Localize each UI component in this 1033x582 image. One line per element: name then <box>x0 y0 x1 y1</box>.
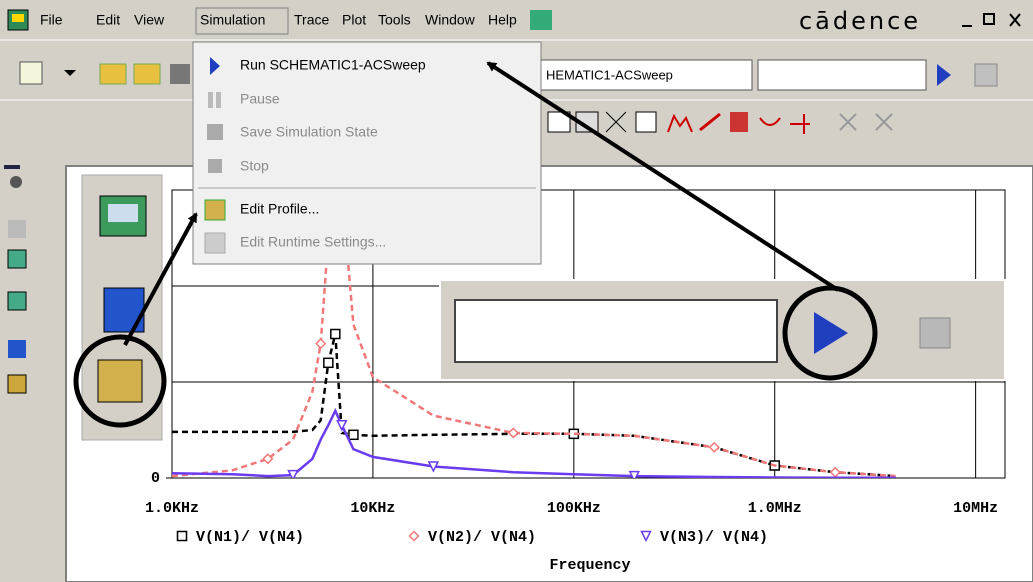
x-tick-label: 10KHz <box>350 500 395 517</box>
menu-entry: Stop <box>240 158 269 174</box>
zoom-state-button <box>919 317 951 349</box>
profile-field[interactable] <box>539 59 753 91</box>
tool-icon[interactable] <box>759 117 781 126</box>
tool-icon[interactable] <box>635 111 657 133</box>
menu-panel <box>192 41 542 265</box>
menu-entry[interactable]: Edit Profile... <box>240 201 319 217</box>
annotation-arrow <box>486 61 840 292</box>
toolbar-buttons <box>19 59 998 134</box>
tool-icon[interactable] <box>730 112 748 132</box>
menu-entry[interactable]: Run SCHEMATIC1-ACSweep <box>240 57 426 73</box>
tool-icon[interactable] <box>667 113 693 133</box>
stop-icon <box>208 159 222 173</box>
menu-item[interactable]: Window <box>425 12 476 28</box>
annotation-arrow <box>123 212 198 346</box>
tool-icon[interactable] <box>547 111 571 133</box>
left-tool[interactable] <box>7 249 27 269</box>
trace-marker <box>315 338 327 350</box>
brand: cādence <box>799 7 921 35</box>
trace-marker <box>287 469 299 478</box>
trace-marker <box>323 357 334 369</box>
menu-item[interactable]: Tools <box>378 12 411 28</box>
x-tick-label: 1.0MHz <box>748 500 802 517</box>
legend-label: V(N3)/ V(N4) <box>660 529 768 546</box>
zoom-icon-detail <box>108 204 138 222</box>
runtime-icon <box>204 232 226 254</box>
zoom-icon <box>97 359 143 403</box>
left-toolbar <box>4 165 27 394</box>
tool-icon[interactable] <box>699 112 721 132</box>
x-tick-label: 100KHz <box>547 500 601 517</box>
close-button[interactable] <box>1009 13 1021 27</box>
x-tick-label: 10MHz <box>953 500 998 517</box>
highlight-circle <box>73 334 167 428</box>
dropdown-arrow[interactable] <box>64 70 76 76</box>
trace-marker <box>348 429 359 441</box>
save-button[interactable] <box>170 64 190 84</box>
x-tick-label: 1.0KHz <box>145 500 199 517</box>
legend-label: V(N2)/ V(N4) <box>428 529 536 546</box>
traces <box>172 190 896 478</box>
tool-icon[interactable] <box>605 111 627 133</box>
run-icon <box>210 57 220 75</box>
legend-symbol <box>640 530 652 543</box>
grip <box>4 165 20 169</box>
menu-entry: Pause <box>240 91 280 107</box>
menu-highlight <box>195 7 289 35</box>
simulation-menu <box>192 41 542 265</box>
legend-symbol <box>408 530 420 542</box>
legend-symbol <box>176 530 188 542</box>
zoomed-side-toolbar <box>73 174 167 441</box>
zoom-run-button <box>814 312 848 354</box>
menu-entry: Edit Runtime Settings... <box>240 234 386 250</box>
plot: 1.0KHz 10KHz 100KHz 1.0MHz 10MHz 0 V(N1)/ V(N4… <box>145 190 998 574</box>
save-icon <box>207 124 223 140</box>
menu-entry: Save Simulation State <box>240 124 378 140</box>
open-button[interactable] <box>99 63 127 85</box>
app-icon-detail <box>12 14 24 22</box>
zoom-profile-field <box>454 299 778 363</box>
menu-item[interactable]: Plot <box>342 12 366 28</box>
trace-marker <box>427 461 440 473</box>
zoomed-toolbar <box>439 279 1006 381</box>
x-axis-label: Frequency <box>549 557 630 574</box>
left-tool[interactable] <box>7 374 27 394</box>
pause-icon <box>208 92 221 108</box>
menu-icon <box>530 10 552 30</box>
menu-item[interactable]: View <box>134 12 165 28</box>
menu-item[interactable]: Help <box>488 12 517 28</box>
save-state-button[interactable] <box>974 63 998 87</box>
profile-name: HEMATIC1-ACSweep <box>546 67 673 82</box>
profile-icon <box>204 199 226 221</box>
restore-button[interactable] <box>983 13 995 25</box>
left-tool[interactable] <box>10 176 22 188</box>
legend-label: V(N1)/ V(N4) <box>196 529 304 546</box>
trace-marker <box>336 419 348 432</box>
menu-item[interactable]: File <box>40 12 63 28</box>
trace-marker <box>708 441 720 453</box>
menu-bar <box>0 0 1033 40</box>
trace-marker <box>628 470 641 478</box>
tool-icon[interactable] <box>790 114 810 134</box>
left-tool[interactable] <box>8 220 26 238</box>
profile-field-2[interactable] <box>757 59 927 91</box>
zoom-icon <box>103 287 145 333</box>
new-button[interactable] <box>19 61 43 85</box>
left-tool[interactable] <box>8 340 26 358</box>
trace-marker <box>262 453 274 465</box>
open-button-2[interactable] <box>133 63 161 85</box>
trace-marker <box>507 427 519 439</box>
trace-marker <box>330 328 341 340</box>
menu-item[interactable]: Trace <box>294 12 329 28</box>
highlight-circle <box>782 285 878 381</box>
left-tool[interactable] <box>7 291 27 311</box>
menu-item[interactable]: Edit <box>96 12 120 28</box>
y-tick-label: 0 <box>151 470 160 487</box>
run-button[interactable] <box>937 64 951 86</box>
menu-item[interactable]: Simulation <box>200 12 265 28</box>
tool-icon[interactable] <box>839 113 893 131</box>
menu-items: Run SCHEMATIC1-ACSweep Pause Save Simulati… <box>240 57 426 250</box>
